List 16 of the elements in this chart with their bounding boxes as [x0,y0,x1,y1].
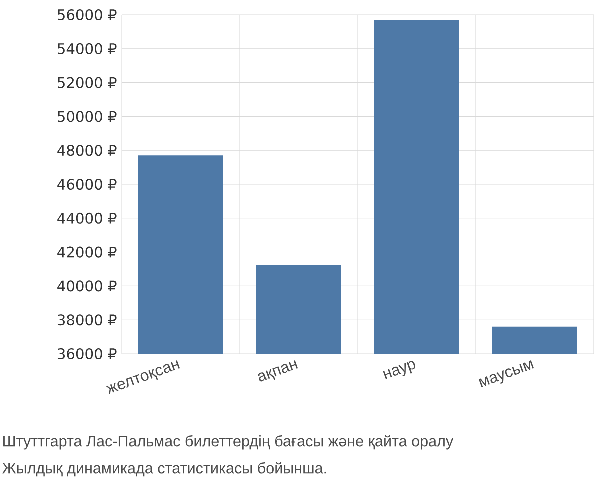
y-tick-label: 48000 ₽ [58,145,117,156]
y-tick-label: 44000 ₽ [58,212,117,224]
y-tick-label: 38000 ₽ [58,314,117,326]
x-tick-label: ақпан [258,360,298,382]
y-tick-label: 54000 ₽ [58,43,117,54]
y-tick-label: 36000 ₽ [58,348,117,360]
y-tick-label: 50000 ₽ [58,111,117,122]
x-tick-label: наур [383,361,416,380]
y-tick-label: 40000 ₽ [58,280,117,292]
text: Штуттгарта Лас-Пальмас билеттердің бағасы және қайта оралу [4,435,454,450]
text: Жылдық динамикада статистикасы бойынша. [2,462,326,477]
y-tick-label: 42000 ₽ [58,246,117,258]
y-tick-label: 46000 ₽ [58,178,117,190]
y-tick-label: 52000 ₽ [58,77,117,88]
x-tick-label: маусым [478,360,534,388]
y-tick-label: 56000 ₽ [58,9,117,21]
